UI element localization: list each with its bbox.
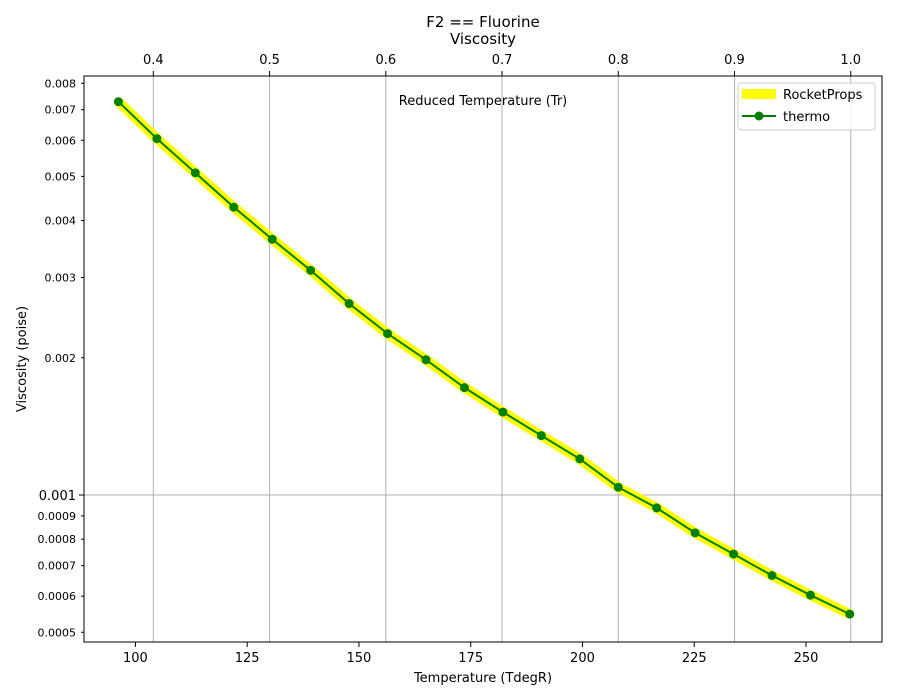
- chart-title-line2: Viscosity: [450, 30, 516, 48]
- data-point-thermo: [421, 355, 431, 365]
- x-tick-label: 125: [235, 651, 260, 666]
- y-minor-tick-label: 0.002: [45, 352, 77, 365]
- data-point-thermo: [190, 168, 200, 178]
- y-minor-tick-label: 0.005: [45, 170, 77, 183]
- data-point-thermo: [652, 503, 662, 513]
- y-minor-tick-label: 0.0005: [38, 626, 77, 639]
- y-minor-tick-label: 0.0008: [38, 533, 77, 546]
- data-point-thermo: [613, 482, 623, 492]
- data-point-thermo: [267, 234, 277, 244]
- data-point-thermo: [306, 265, 316, 275]
- data-point-thermo: [383, 329, 393, 339]
- data-point-thermo: [113, 97, 123, 107]
- y-minor-tick-label: 0.006: [45, 134, 77, 147]
- grid-lines: [84, 76, 882, 642]
- data-point-thermo: [767, 570, 777, 580]
- y-minor-tick-label: 0.004: [45, 215, 77, 228]
- x-tick-label: 175: [458, 651, 483, 666]
- x2-tick-label: 0.8: [608, 53, 629, 68]
- data-point-thermo: [229, 202, 239, 212]
- x2-tick-label: 0.5: [259, 53, 280, 68]
- data-point-thermo: [805, 590, 815, 600]
- tick-marks: [79, 71, 852, 647]
- data-point-thermo: [498, 407, 508, 417]
- x-tick-label: 100: [123, 651, 148, 666]
- x-tick-label: 200: [570, 651, 595, 666]
- y-minor-tick-label: 0.0007: [38, 560, 77, 573]
- legend-label-rocketprops: RocketProps: [783, 88, 863, 103]
- y-minor-tick-label: 0.0006: [38, 590, 77, 603]
- x2-tick-label: 0.9: [724, 53, 745, 68]
- data-point-thermo: [536, 431, 546, 441]
- series-line-rocketprops: [114, 98, 852, 619]
- legend-swatch-thermo-marker: [754, 111, 764, 121]
- y-minor-tick-label: 0.003: [45, 271, 77, 284]
- legend-label-thermo: thermo: [783, 110, 830, 125]
- y-minor-tick-label: 0.007: [45, 104, 77, 117]
- data-point-thermo: [575, 454, 585, 464]
- x-tick-label: 250: [794, 651, 819, 666]
- data-point-thermo: [690, 528, 700, 538]
- legend: RocketProps thermo: [737, 82, 876, 131]
- data-point-thermo: [459, 383, 469, 393]
- data-point-thermo: [729, 549, 739, 559]
- chart-title-line1: F2 == Fluorine: [426, 13, 539, 31]
- data-point-thermo: [845, 609, 855, 619]
- y-axis-label: Viscosity (poise): [15, 306, 30, 412]
- data-point-thermo: [344, 299, 354, 309]
- series-line-thermo: [117, 100, 851, 616]
- y-minor-tick-label: 0.008: [45, 77, 77, 90]
- x2-tick-label: 0.4: [143, 53, 164, 68]
- plot-frame: [83, 75, 883, 643]
- x2-tick-label: 0.6: [375, 53, 396, 68]
- reduced-temperature-label: Reduced Temperature (Tr): [399, 94, 567, 109]
- y-major-tick-label: 0.001: [39, 489, 76, 504]
- data-point-thermo: [152, 134, 162, 144]
- x2-tick-label: 1.0: [840, 53, 861, 68]
- x2-tick-label: 0.7: [492, 53, 513, 68]
- x-tick-label: 225: [682, 651, 707, 666]
- x-tick-label: 150: [347, 651, 372, 666]
- series-layer: [113, 97, 855, 619]
- y-minor-tick-label: 0.0009: [38, 510, 77, 523]
- x-axis-label: Temperature (TdegR): [413, 671, 552, 686]
